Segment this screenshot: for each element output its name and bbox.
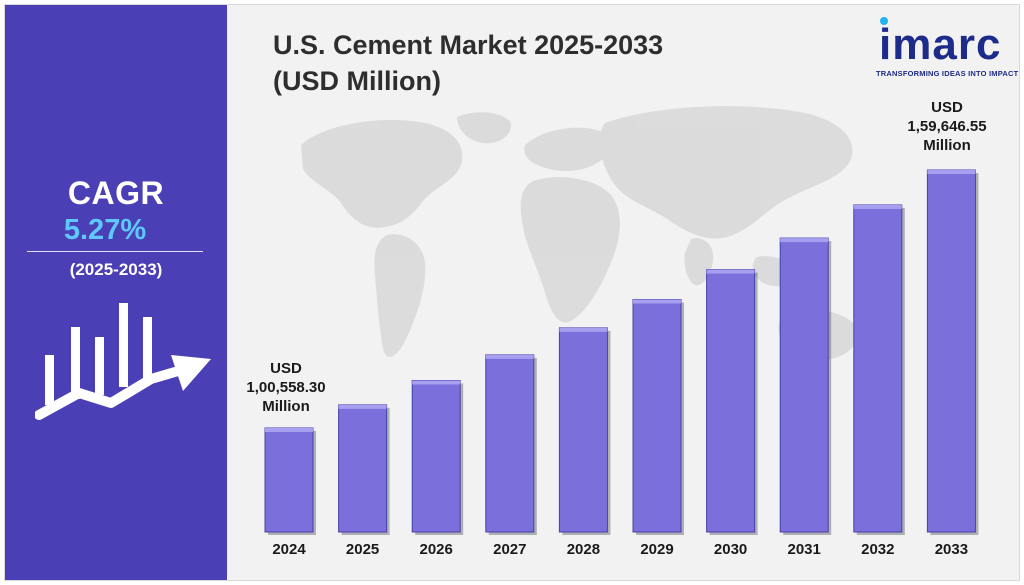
bar-2024 — [264, 427, 316, 535]
x-label-2026: 2026 — [420, 541, 453, 558]
callout-last-line3: Million — [923, 137, 971, 154]
callout-last-value: USD 1,59,646.55 Million — [893, 98, 1001, 155]
chart-title-line1: U.S. Cement Market 2025-2033 — [273, 30, 664, 60]
x-label-2031: 2031 — [788, 541, 821, 558]
bar-2027 — [485, 354, 537, 535]
callout-last-line1: USD — [931, 99, 963, 116]
logo-wordmark: imarc — [879, 20, 1002, 69]
callout-first-line3: Million — [262, 398, 310, 415]
chart-title: U.S. Cement Market 2025-2033 (USD Millio… — [273, 27, 663, 99]
x-label-2033: 2033 — [935, 541, 968, 558]
callout-first-value: USD 1,00,558.30 Million — [241, 359, 331, 416]
bar-2029 — [632, 298, 684, 535]
cagr-value: 5.27% — [63, 214, 147, 246]
chart-frame: CAGR 5.27% (2025-2033) U.S. Cement Marke… — [4, 4, 1020, 581]
bar-series — [264, 169, 979, 535]
callout-first-line2: 1,00,558.30 — [246, 379, 326, 396]
world-map-background — [301, 106, 858, 361]
bar-2033 — [926, 169, 979, 535]
bar-2031 — [779, 237, 832, 535]
x-label-2030: 2030 — [714, 541, 747, 558]
bar-2032 — [853, 204, 905, 535]
x-label-2024: 2024 — [272, 541, 306, 558]
bar-2028 — [558, 327, 611, 535]
x-axis-labels: 2024 2025 2026 2027 2028 2029 2030 2031 2032 2033 — [272, 541, 968, 558]
chart-title-line2: (USD Million) — [273, 66, 441, 96]
logo-tagline: TRANSFORMING IDEAS INTO IMPACT — [876, 69, 1019, 78]
bar-2030 — [706, 269, 758, 535]
cagr-divider — [27, 251, 203, 252]
cagr-panel: CAGR 5.27% (2025-2033) — [5, 5, 227, 580]
imarc-logo: imarc TRANSFORMING IDEAS INTO IMPACT — [871, 13, 1019, 83]
callout-last-line2: 1,59,646.55 — [907, 118, 987, 135]
bar-2026 — [411, 379, 464, 535]
x-label-2027: 2027 — [493, 541, 526, 558]
callout-first-line1: USD — [270, 360, 302, 377]
logo-dot-icon — [880, 17, 888, 25]
x-label-2029: 2029 — [640, 541, 673, 558]
growth-chart-icon — [35, 303, 211, 420]
bar-2025 — [338, 404, 390, 535]
cagr-label: CAGR — [67, 175, 165, 211]
cagr-period: (2025-2033) — [69, 260, 163, 279]
x-label-2032: 2032 — [861, 541, 894, 558]
x-label-2025: 2025 — [346, 541, 379, 558]
bar-chart: 2024 2025 2026 2027 2028 2029 2030 2031 2032 2033 — [264, 106, 979, 558]
x-label-2028: 2028 — [567, 541, 600, 558]
